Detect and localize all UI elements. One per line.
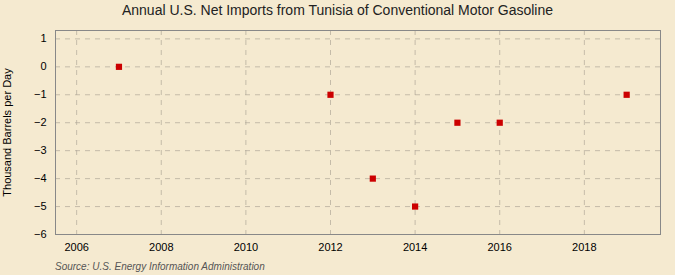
svg-text:2006: 2006 bbox=[64, 241, 88, 253]
svg-text:−1: −1 bbox=[34, 88, 47, 100]
svg-text:−4: −4 bbox=[34, 172, 47, 184]
svg-text:2008: 2008 bbox=[149, 241, 173, 253]
html-text:Source: U.S. Energy Informatio: Source: U.S. Energy Information Administ… bbox=[55, 261, 265, 272]
svg-text:2014: 2014 bbox=[403, 241, 427, 253]
svg-text:−5: −5 bbox=[34, 200, 47, 212]
svg-text:2010: 2010 bbox=[234, 241, 258, 253]
html-text:Annual U.S. Net Imports from T: Annual U.S. Net Imports from Tunisia of … bbox=[122, 2, 553, 18]
svg-text:−6: −6 bbox=[34, 228, 47, 240]
svg-text:−3: −3 bbox=[34, 144, 47, 156]
svg-text:0: 0 bbox=[40, 60, 46, 72]
svg-text:Thousand Barrels per Day: Thousand Barrels per Day bbox=[1, 68, 13, 197]
svg-text:2012: 2012 bbox=[318, 241, 342, 253]
svg-text:2018: 2018 bbox=[572, 241, 596, 253]
svg-text:2016: 2016 bbox=[487, 241, 511, 253]
svg-text:−2: −2 bbox=[34, 116, 47, 128]
svg-text:1: 1 bbox=[40, 32, 46, 44]
